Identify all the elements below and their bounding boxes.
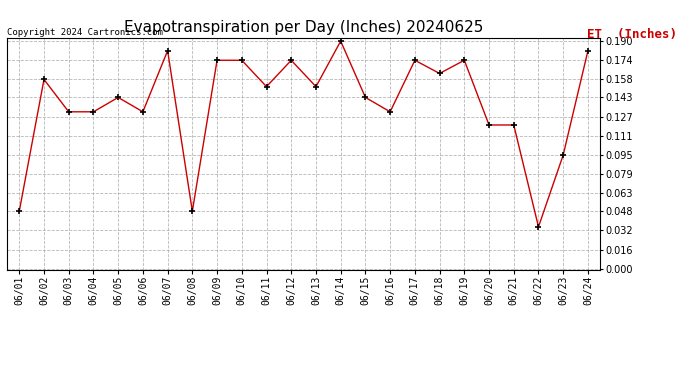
Title: Evapotranspiration per Day (Inches) 20240625: Evapotranspiration per Day (Inches) 2024… bbox=[124, 20, 483, 35]
Text: ET  (Inches): ET (Inches) bbox=[587, 28, 678, 41]
Text: Copyright 2024 Cartronics.com: Copyright 2024 Cartronics.com bbox=[7, 28, 163, 37]
